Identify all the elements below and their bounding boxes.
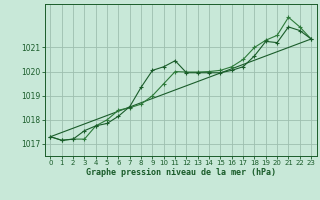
X-axis label: Graphe pression niveau de la mer (hPa): Graphe pression niveau de la mer (hPa) — [86, 168, 276, 177]
